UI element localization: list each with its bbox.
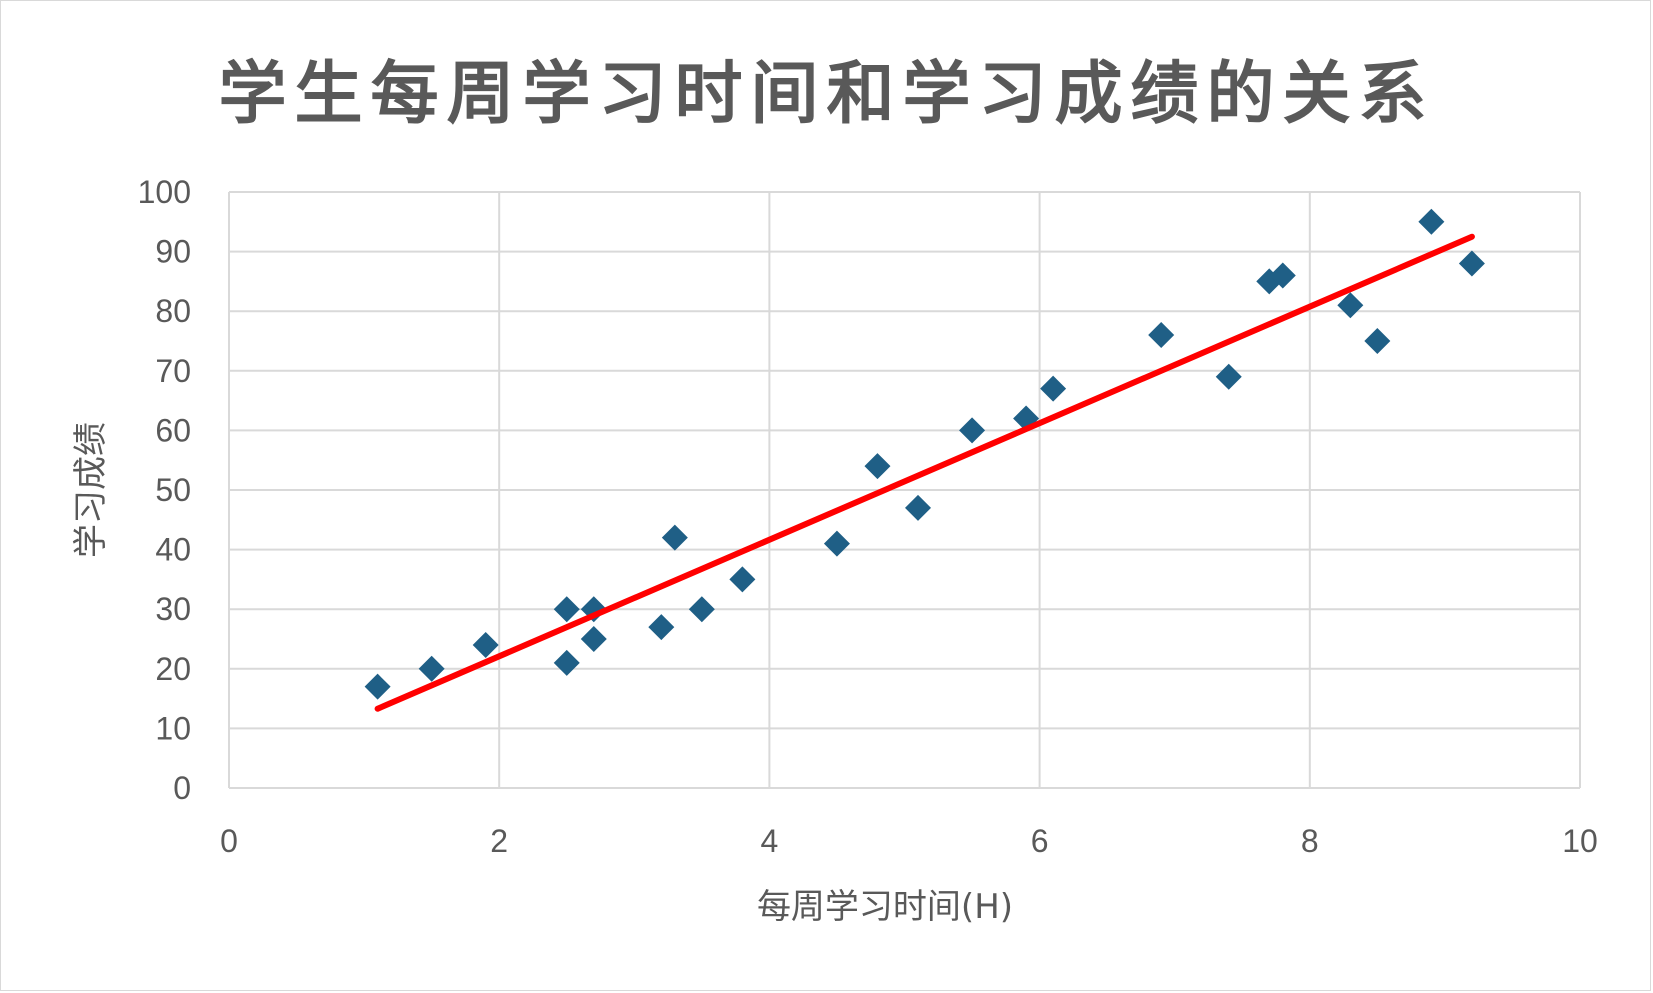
x-tick-label: 6 bbox=[1031, 823, 1049, 859]
y-tick-label: 30 bbox=[155, 591, 191, 627]
data-point bbox=[864, 453, 891, 480]
data-point bbox=[1418, 208, 1445, 235]
x-tick-label: 0 bbox=[220, 823, 238, 859]
data-point bbox=[418, 655, 445, 682]
y-tick-label: 90 bbox=[155, 234, 191, 270]
y-axis-label: 学习成绩 bbox=[71, 422, 111, 558]
x-axis-ticks: 0 2 4 6 8 10 bbox=[220, 823, 1598, 859]
y-axis-ticks: 0 10 20 30 40 50 60 70 80 90 100 bbox=[138, 174, 191, 806]
data-point bbox=[553, 649, 580, 676]
data-point bbox=[1269, 262, 1296, 289]
chart-title: 学生每周学习时间和学习成绩的关系 bbox=[218, 55, 1435, 134]
trendline bbox=[374, 233, 1475, 712]
y-tick-label: 60 bbox=[155, 412, 191, 448]
data-point bbox=[1458, 250, 1485, 277]
y-tick-label: 40 bbox=[155, 532, 191, 568]
data-points bbox=[364, 208, 1485, 700]
data-point bbox=[959, 417, 986, 444]
data-point bbox=[553, 596, 580, 623]
y-tick-label: 80 bbox=[155, 293, 191, 329]
data-point bbox=[661, 524, 688, 551]
grid-lines bbox=[228, 191, 1581, 789]
y-tick-label: 0 bbox=[173, 770, 191, 806]
data-point bbox=[1215, 363, 1242, 390]
x-axis-label: 每周学习时间(H) bbox=[757, 887, 1013, 927]
data-point bbox=[1148, 322, 1175, 349]
data-point bbox=[580, 626, 607, 652]
data-point bbox=[823, 530, 850, 557]
data-point bbox=[648, 614, 675, 641]
y-tick-label: 50 bbox=[155, 472, 191, 508]
data-point bbox=[729, 566, 756, 593]
data-point bbox=[1337, 292, 1364, 319]
data-point bbox=[364, 673, 391, 700]
x-tick-label: 8 bbox=[1301, 823, 1319, 859]
data-point bbox=[688, 596, 715, 623]
y-tick-label: 100 bbox=[138, 174, 191, 210]
data-point bbox=[1040, 375, 1067, 402]
data-point bbox=[1364, 328, 1391, 354]
trendline-group bbox=[374, 233, 1475, 712]
y-tick-label: 70 bbox=[155, 353, 191, 389]
x-tick-label: 2 bbox=[490, 823, 508, 859]
y-tick-label: 10 bbox=[155, 710, 191, 746]
x-tick-label: 10 bbox=[1562, 823, 1598, 859]
data-point bbox=[905, 494, 932, 521]
x-tick-label: 4 bbox=[761, 823, 779, 859]
y-tick-label: 20 bbox=[155, 651, 191, 687]
data-point bbox=[472, 631, 499, 658]
